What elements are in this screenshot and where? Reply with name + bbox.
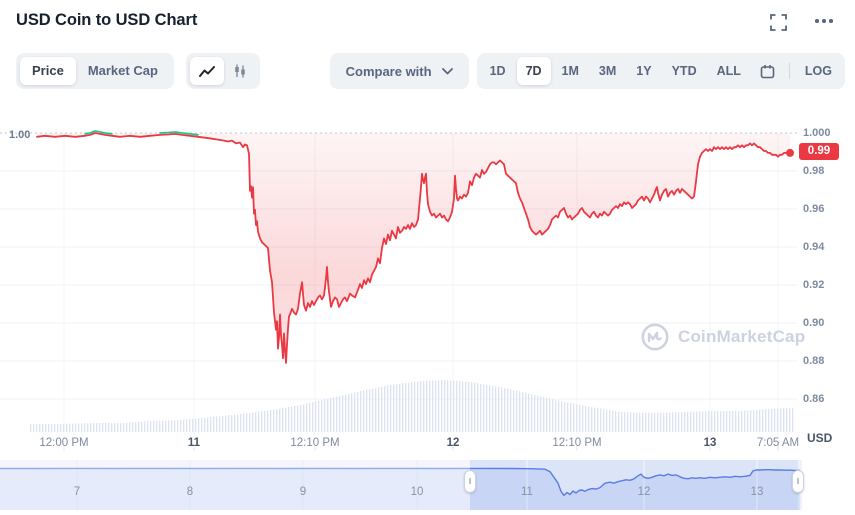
navigator-window[interactable] [470, 460, 798, 510]
log-scale-button[interactable]: LOG [804, 64, 832, 78]
y-axis-label: 1.000 [803, 127, 831, 139]
navigator-date-label: 12 [637, 486, 651, 498]
range-button-3m[interactable]: 3M [598, 64, 617, 78]
axis-unit-label: USD [807, 431, 833, 445]
left-axis-price-label: 1.00 [9, 129, 31, 141]
navigator-right-handle[interactable]: ‖ [792, 470, 804, 493]
y-axis-label: 0.94 [803, 241, 825, 253]
navigator-date-label: 10 [410, 486, 424, 498]
range-button-1m[interactable]: 1M [561, 64, 579, 78]
calendar-button[interactable] [752, 57, 783, 85]
y-axis-label: 0.86 [803, 393, 825, 405]
range-button-ytd[interactable]: YTD [671, 64, 697, 78]
price-marketcap-toggle: Price Market Cap [16, 53, 174, 89]
market-cap-tab[interactable]: Market Cap [87, 63, 158, 78]
navigator-date-label: 13 [750, 486, 764, 498]
x-axis-label: 12:00 PM [39, 437, 89, 449]
candlestick-icon [235, 64, 245, 78]
y-axis-label: 0.88 [803, 355, 825, 367]
date-range-group: 1D 7D 1M 3M 1Y YTD ALL LOG [476, 53, 845, 89]
current-price-badge: 0.99 [799, 143, 839, 160]
x-axis-label: 7:05 AM [756, 437, 800, 449]
price-tab[interactable]: Price [20, 57, 76, 85]
range-button-all[interactable]: ALL [716, 64, 741, 78]
y-axis-label: 0.90 [803, 317, 825, 329]
calendar-icon [760, 64, 775, 78]
more-options-icon[interactable] [815, 19, 833, 23]
navigator-date-label: 8 [186, 486, 194, 498]
y-axis-label: 0.98 [803, 165, 825, 177]
y-axis-label: 0.96 [803, 203, 825, 215]
range-button-1y[interactable]: 1Y [636, 64, 652, 78]
navigator-date-label: 11 [521, 486, 533, 498]
fullscreen-icon[interactable] [770, 14, 787, 31]
x-axis-label: 13 [703, 437, 717, 449]
x-axis-label: 12:10 PM [290, 437, 340, 449]
line-chart-icon [198, 65, 215, 77]
range-button-7d[interactable]: 7D [516, 57, 551, 85]
x-axis-label: 11 [187, 437, 201, 449]
x-axis-label: 12:10 PM [552, 437, 602, 449]
candlestick-chart-type-button[interactable] [224, 57, 256, 85]
compare-with-button[interactable]: Compare with [329, 53, 469, 89]
chart-toolbar: Price Market Cap Compare with [0, 53, 855, 89]
range-button-1d[interactable]: 1D [489, 64, 506, 78]
y-axis-label: 0.92 [803, 279, 825, 291]
page-title: USD Coin to USD Chart [16, 11, 198, 29]
x-axis-label: 12 [446, 437, 460, 449]
chart-type-toggle [185, 53, 260, 89]
price-chart-canvas[interactable] [0, 95, 855, 460]
chevron-down-icon [441, 67, 453, 74]
navigator-left-handle[interactable]: ‖ [464, 470, 476, 493]
navigator-date-label: 9 [299, 486, 307, 498]
compare-with-label: Compare with [345, 63, 432, 79]
line-chart-type-button[interactable] [189, 57, 224, 85]
navigator-date-label: 7 [73, 486, 81, 498]
toolbar-divider [788, 63, 790, 79]
